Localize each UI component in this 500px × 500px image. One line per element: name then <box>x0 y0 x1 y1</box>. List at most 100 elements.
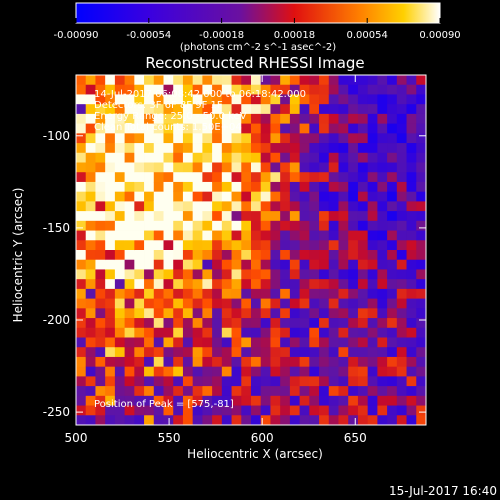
heatmap-cell <box>377 104 388 115</box>
heatmap-cell <box>387 386 398 397</box>
heatmap-cell <box>406 152 417 163</box>
heatmap-cell <box>153 123 164 134</box>
heatmap-cell <box>260 201 271 212</box>
heatmap-cell <box>289 191 301 202</box>
heatmap-cell <box>416 240 426 251</box>
heatmap-cell <box>95 318 106 329</box>
heatmap-cell <box>299 288 310 300</box>
heatmap-cell <box>114 133 126 144</box>
heatmap-cell <box>348 84 359 95</box>
heatmap-cell <box>260 181 271 193</box>
heatmap-cell <box>124 84 135 95</box>
heatmap-cell <box>289 259 301 270</box>
heatmap-cell <box>221 269 232 280</box>
heatmap-cell <box>241 386 252 397</box>
heatmap-cell <box>377 279 388 290</box>
heatmap-cell <box>231 172 242 183</box>
heatmap-cell <box>173 308 184 319</box>
heatmap-cell <box>338 366 349 377</box>
heatmap-cell <box>76 172 87 183</box>
heatmap-cell <box>319 308 330 319</box>
heatmap-cell <box>367 250 378 261</box>
colorbar-tick-label: 0.00054 <box>347 30 388 41</box>
heatmap-cell <box>357 113 369 125</box>
heatmap-cell <box>348 211 359 222</box>
heatmap-cell <box>124 104 135 115</box>
heatmap-cell <box>85 279 96 290</box>
heatmap-cell <box>124 162 135 173</box>
heatmap-cell <box>309 104 320 115</box>
heatmap-cell <box>85 347 96 358</box>
heatmap-cell <box>387 201 398 212</box>
heatmap-cell <box>348 172 359 183</box>
heatmap-cell <box>76 152 87 163</box>
heatmap-cell <box>202 356 213 368</box>
heatmap-cell <box>95 405 106 416</box>
heatmap-cell <box>328 84 339 95</box>
heatmap-cell <box>396 337 407 348</box>
heatmap-cell <box>251 123 262 134</box>
heatmap-cell <box>319 405 330 416</box>
heatmap-cell <box>319 172 330 183</box>
heatmap-cell <box>212 337 223 348</box>
heatmap-cell <box>192 211 203 222</box>
heatmap-cell <box>153 230 164 241</box>
heatmap-cell <box>85 337 96 348</box>
heatmap-cell <box>357 269 369 280</box>
heatmap-cell <box>251 386 262 397</box>
heatmap-cell <box>396 259 407 270</box>
heatmap-cell <box>241 395 252 406</box>
heatmap-cell <box>289 143 301 154</box>
heatmap-cell <box>182 386 194 397</box>
heatmap-cell <box>241 376 252 387</box>
heatmap-cell <box>367 104 378 115</box>
heatmap-cell <box>328 259 339 270</box>
heatmap-cell <box>251 211 262 222</box>
heatmap-cell <box>241 327 252 338</box>
heatmap-cell <box>85 220 96 231</box>
heatmap-cell <box>221 337 232 348</box>
heatmap-cell <box>95 191 106 202</box>
heatmap-cell <box>348 376 359 387</box>
heatmap-cell <box>348 327 359 338</box>
heatmap-cell <box>319 152 330 163</box>
heatmap-cell <box>95 337 106 348</box>
heatmap-cell <box>319 376 330 387</box>
heatmap-cell <box>338 84 349 95</box>
heatmap-cell <box>105 405 116 416</box>
heatmap-cell <box>338 240 349 251</box>
heatmap-cell <box>153 259 164 270</box>
heatmap-cell <box>144 386 155 397</box>
heatmap-cell <box>202 201 213 212</box>
heatmap-cell <box>260 298 271 309</box>
heatmap-cell <box>105 240 116 251</box>
heatmap-cell <box>231 337 242 348</box>
x-tick-label: 550 <box>158 431 181 445</box>
heatmap-cell <box>231 211 242 222</box>
heatmap-cell <box>85 172 96 183</box>
heatmap-cell <box>202 220 213 231</box>
heatmap-cell <box>280 288 291 300</box>
heatmap-cell <box>241 415 252 425</box>
heatmap-cell <box>387 298 398 309</box>
heatmap-cell <box>328 172 339 183</box>
heatmap-cell <box>270 288 281 300</box>
heatmap-cell <box>348 152 359 163</box>
heatmap-cell <box>367 259 378 270</box>
heatmap-cell <box>260 347 271 358</box>
x-tick-label: 650 <box>344 431 367 445</box>
heatmap-cell <box>396 250 407 261</box>
heatmap-cell <box>367 230 378 241</box>
heatmap-cell <box>260 308 271 319</box>
heatmap-cell <box>328 191 339 202</box>
heatmap-cell <box>153 366 164 377</box>
heatmap-cell <box>173 240 184 251</box>
heatmap-cell <box>153 269 164 280</box>
heatmap-cell <box>377 133 388 144</box>
heatmap-cell <box>270 366 281 377</box>
heatmap-cell <box>319 181 330 193</box>
heatmap-cell <box>309 201 320 212</box>
heatmap-cell <box>338 152 349 163</box>
heatmap-cell <box>328 347 339 358</box>
heatmap-cell <box>163 269 174 280</box>
